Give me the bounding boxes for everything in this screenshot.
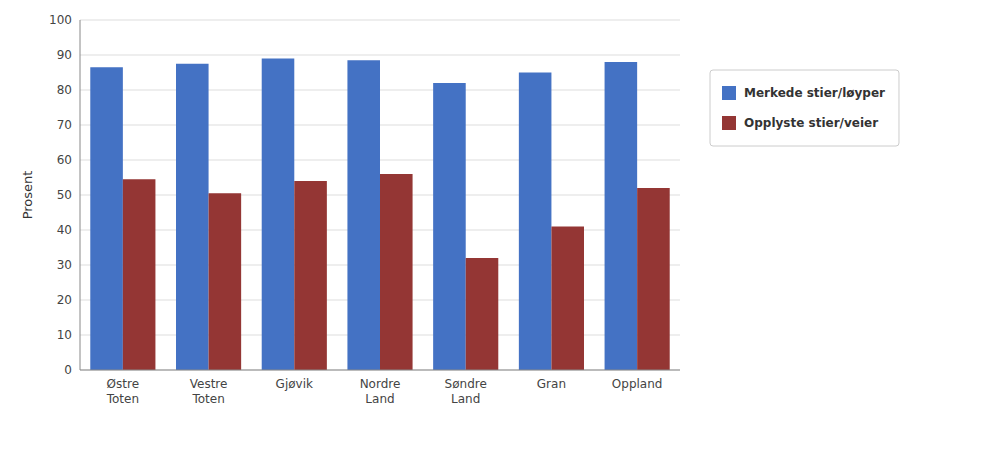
bar: [294, 181, 327, 370]
y-tick-label: 30: [57, 258, 72, 272]
y-axis-line: [80, 20, 81, 370]
bar: [637, 188, 670, 370]
grid-line: [80, 370, 680, 371]
bar: [123, 179, 156, 370]
bar: [262, 59, 295, 371]
x-tick-label: VestreToten: [190, 377, 228, 406]
y-tick-label: 0: [64, 363, 72, 377]
y-axis-label: Prosent: [20, 171, 35, 220]
x-axis-line: [80, 370, 680, 371]
y-tick-label: 90: [57, 48, 72, 62]
legend-label: Merkede stier/løyper: [744, 86, 885, 100]
bar: [519, 73, 552, 371]
legend: Merkede stier/løyper Opplyste stier/veier: [710, 70, 899, 146]
bar: [605, 62, 638, 370]
y-tick-label: 70: [57, 118, 72, 132]
bar: [90, 67, 123, 370]
chart-svg: 0 10 20 30 40 50 60 70 80 90 100 Prosent ØstreToten V…: [0, 0, 982, 459]
legend-swatch: [722, 86, 736, 100]
y-tick-label: 40: [57, 223, 72, 237]
legend-swatch: [722, 116, 736, 130]
bar: [433, 83, 466, 370]
chart-container: 0 10 20 30 40 50 60 70 80 90 100 Prosent ØstreToten V…: [0, 0, 982, 459]
bar: [176, 64, 209, 370]
x-tick-label: NordreLand: [360, 377, 401, 406]
y-tick-label: 20: [57, 293, 72, 307]
bar: [466, 258, 499, 370]
y-tick-label: 10: [57, 328, 72, 342]
bar: [347, 60, 380, 370]
legend-label: Opplyste stier/veier: [744, 116, 878, 130]
x-axis: ØstreToten VestreToten Gjøvik NordreLand Søn…: [106, 377, 663, 406]
grid-line: [80, 20, 680, 21]
x-tick-label: Oppland: [612, 377, 663, 391]
y-tick-label: 60: [57, 153, 72, 167]
x-tick-label: ØstreToten: [106, 377, 139, 406]
grid-line: [80, 55, 680, 56]
x-tick-label: SøndreLand: [445, 377, 487, 406]
y-tick-label: 100: [49, 13, 72, 27]
legend-frame: [710, 70, 899, 146]
bar: [380, 174, 413, 370]
bar: [551, 227, 584, 371]
y-axis: 0 10 20 30 40 50 60 70 80 90 100: [49, 13, 72, 377]
y-tick-label: 80: [57, 83, 72, 97]
grid: [80, 20, 680, 370]
bars: [90, 59, 669, 371]
x-tick-label: Gran: [537, 377, 566, 391]
y-tick-label: 50: [57, 188, 72, 202]
x-tick-label: Gjøvik: [276, 377, 313, 391]
bar: [209, 193, 242, 370]
